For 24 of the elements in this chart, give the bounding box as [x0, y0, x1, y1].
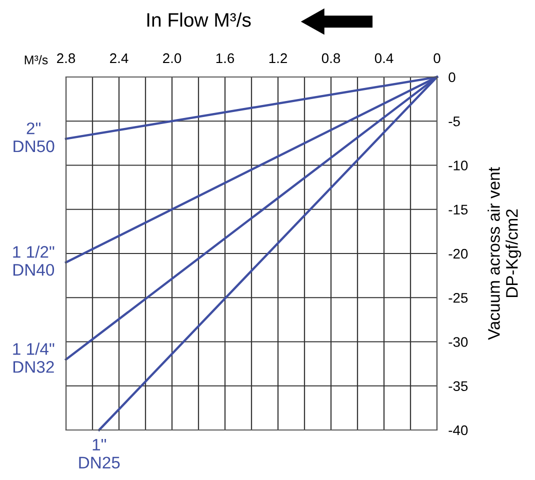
x-tick-label: 1.2 — [269, 53, 287, 64]
y-tick-label: -5 — [448, 116, 460, 126]
y-tick-label: -30 — [448, 337, 468, 347]
y-tick-label: -15 — [448, 204, 468, 215]
series-label: 1 1/4" DN32 — [13, 342, 54, 373]
x-tick-label: 0 — [434, 53, 440, 64]
x-tick-label: 0.4 — [374, 53, 394, 64]
y-tick-label: -10 — [448, 160, 468, 170]
y-tick-label: -35 — [448, 381, 468, 392]
y-tick-label: 0 — [448, 72, 456, 82]
series-label: 1" DN25 — [79, 438, 120, 469]
x-tick-label: 1.6 — [216, 53, 234, 64]
series-label: 1 1/2" DN40 — [13, 246, 54, 276]
series-label: 2" DN50 — [14, 122, 54, 152]
x-tick-label: 2.4 — [110, 53, 128, 64]
y-tick-label: -40 — [448, 425, 468, 436]
x-tick-label: 2.0 — [163, 53, 182, 64]
y-tick-label: -20 — [448, 248, 468, 259]
x-tick-label: 2.8 — [57, 53, 76, 64]
y-axis-title: Vacuum across air vent DP-Kgf/cm2 — [488, 167, 522, 340]
x-tick-label: 0.8 — [322, 53, 340, 64]
text: M³/s — [24, 55, 48, 64]
y-tick-label: -25 — [448, 292, 468, 303]
chart-title: In Flow M³/s — [147, 12, 251, 27]
